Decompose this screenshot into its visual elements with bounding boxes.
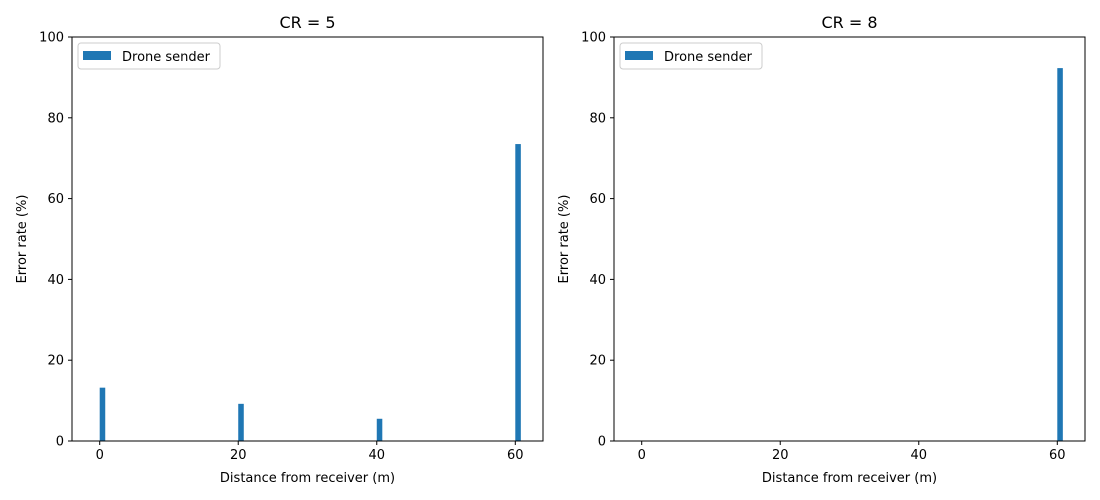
chart-panel-1: CR = 5 0 20 40 60 0 20 40 60 80 100 Distance from r… (15, 13, 544, 486)
legend-label: Drone sender (122, 50, 211, 65)
x-tick-label: 0 (638, 448, 646, 463)
y-axis-label: Error rate (%) (557, 195, 572, 284)
y-tick-label: 80 (589, 111, 606, 126)
x-axis-label: Distance from receiver (m) (220, 471, 395, 486)
bar (515, 144, 521, 441)
legend: Drone sender (619, 42, 763, 70)
bar (376, 418, 383, 441)
x-tick-label: 0 (96, 448, 104, 463)
legend-swatch (83, 51, 111, 60)
y-tick-label: 100 (581, 31, 606, 46)
y-tick-label: 0 (598, 435, 606, 450)
y-tick-label: 20 (589, 354, 606, 369)
x-axis-label: Distance from receiver (m) (762, 471, 937, 486)
x-tick-label: 60 (507, 448, 524, 463)
y-tick-label: 60 (589, 192, 606, 207)
chart-title: CR = 5 (279, 13, 335, 32)
x-tick-label: 60 (1049, 448, 1066, 463)
legend-box (77, 42, 221, 70)
y-tick-label: 80 (47, 111, 64, 126)
y-tick-label: 0 (56, 435, 64, 450)
y-axis-label: Error rate (%) (15, 195, 30, 284)
bar (1057, 68, 1063, 441)
legend-box (619, 42, 763, 70)
legend: Drone sender (77, 42, 221, 70)
axes-frame (613, 36, 1086, 442)
y-tick-label: 60 (47, 192, 64, 207)
y-tick-label: 20 (47, 354, 64, 369)
y-tick-label: 40 (47, 273, 64, 288)
legend-swatch (625, 51, 653, 60)
chart-title: CR = 8 (821, 13, 877, 32)
bar (238, 403, 244, 441)
x-tick-label: 20 (772, 448, 789, 463)
y-tick-label: 40 (589, 273, 606, 288)
legend-label: Drone sender (664, 50, 753, 65)
bar (99, 387, 106, 441)
chart-panel-2: CR = 8 0 20 40 60 0 20 40 60 80 100 Distance from r… (557, 13, 1086, 486)
y-tick-label: 100 (39, 31, 64, 46)
axes-frame (71, 36, 544, 442)
x-tick-label: 40 (910, 448, 927, 463)
x-tick-label: 40 (368, 448, 385, 463)
x-tick-label: 20 (230, 448, 247, 463)
